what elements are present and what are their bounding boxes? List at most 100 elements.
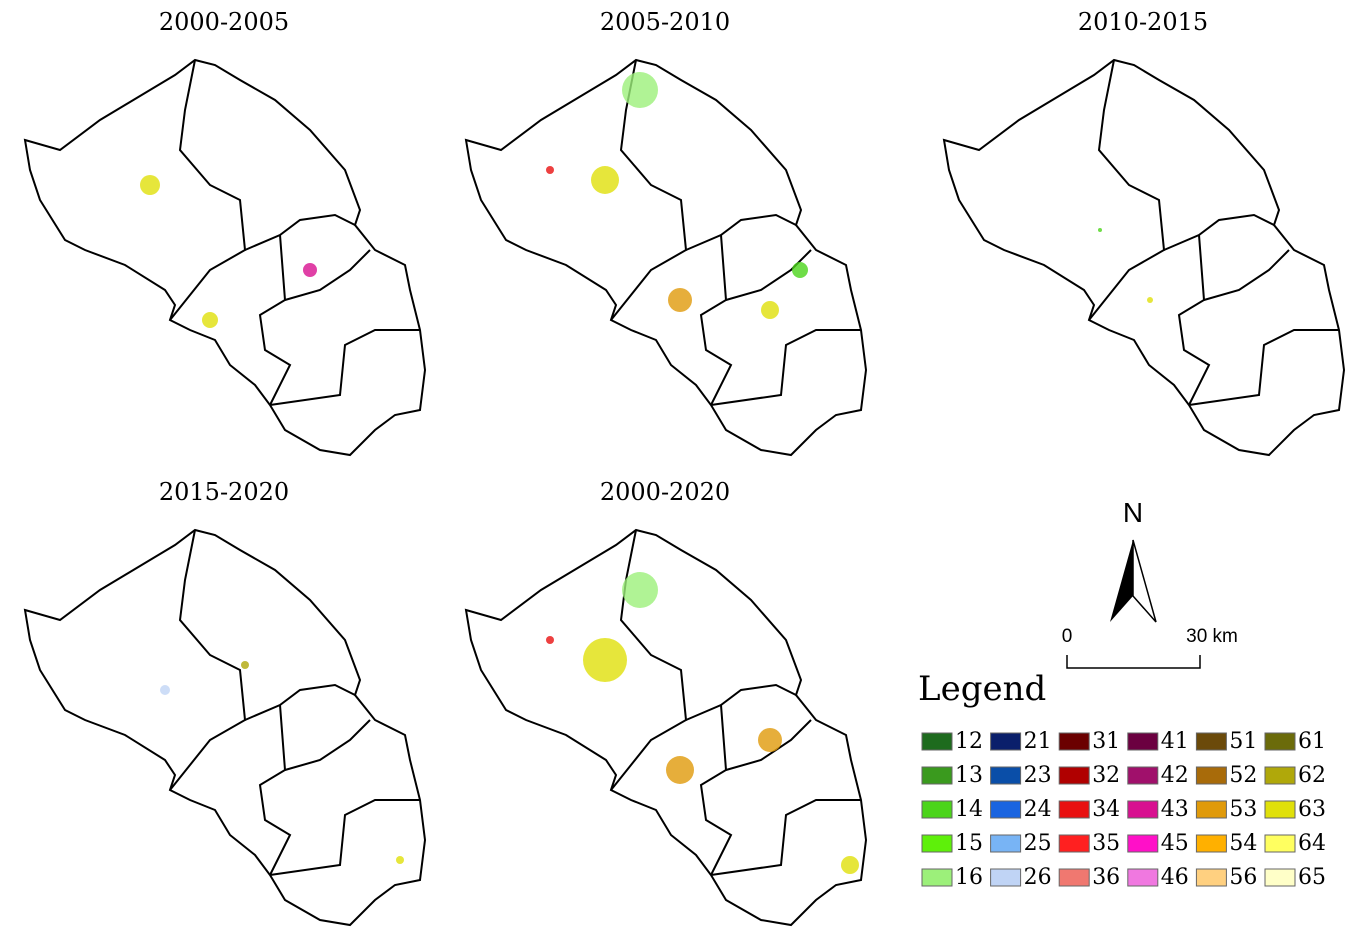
- legend-label: 52: [1229, 763, 1257, 788]
- legend-label: 45: [1161, 831, 1189, 856]
- legend-label: 31: [1092, 729, 1120, 754]
- legend-label: 21: [1024, 729, 1052, 754]
- legend-swatch: [1127, 800, 1159, 819]
- land-change-patch: [396, 856, 404, 864]
- land-change-patch: [622, 72, 658, 108]
- legend-swatch: [1264, 834, 1296, 853]
- legend-swatch: [1058, 800, 1090, 819]
- legend-swatch: [1127, 868, 1159, 887]
- land-change-patch: [622, 572, 658, 608]
- legend-label: 53: [1229, 797, 1257, 822]
- land-change-patch: [666, 756, 694, 784]
- land-change-patch: [591, 166, 619, 194]
- region-map: [465, 59, 867, 456]
- land-change-patch: [583, 638, 627, 682]
- legend-label: 41: [1161, 729, 1189, 754]
- north-arrow: [1110, 540, 1133, 622]
- land-change-patch: [241, 661, 249, 669]
- legend-swatch: [990, 800, 1022, 819]
- legend-label: 61: [1298, 729, 1326, 754]
- land-change-patch: [668, 288, 692, 312]
- legend-swatch: [1127, 766, 1159, 785]
- legend-swatch: [1058, 766, 1090, 785]
- land-change-patch: [140, 175, 160, 195]
- legend-swatch: [1195, 834, 1227, 853]
- legend-swatch: [921, 766, 953, 785]
- north-label: N: [1123, 497, 1143, 528]
- legend-label: 54: [1229, 831, 1257, 856]
- legend-label: 15: [955, 831, 983, 856]
- legend-swatch: [990, 834, 1022, 853]
- legend-swatch: [1264, 766, 1296, 785]
- panel-title: 2000-2020: [600, 478, 730, 506]
- legend-swatch: [990, 766, 1022, 785]
- legend-label: 34: [1092, 797, 1120, 822]
- legend-label: 14: [955, 797, 983, 822]
- legend-label: 62: [1298, 763, 1326, 788]
- legend-swatch: [1195, 868, 1227, 887]
- legend-swatch: [1058, 732, 1090, 751]
- legend-label: 46: [1161, 865, 1189, 890]
- legend-swatch: [921, 732, 953, 751]
- panel-title: 2010-2015: [1078, 8, 1208, 36]
- legend-swatch: [1195, 732, 1227, 751]
- legend: 12 13 14 15 16 21 23 24 25 26 31 32 34 35 36 41 42 43 45 46…: [921, 729, 1326, 890]
- land-change-patch: [546, 636, 554, 644]
- north-arrow: [1132, 539, 1157, 623]
- legend-label: 36: [1092, 865, 1120, 890]
- region-map: [943, 59, 1345, 456]
- land-change-patch: [761, 301, 779, 319]
- region-map: [24, 529, 426, 926]
- maps: 2000-2005 2005-2010 2010-2015 2015-2020 2000…: [24, 8, 1345, 926]
- land-change-patch: [546, 166, 554, 174]
- legend-label: 26: [1024, 865, 1052, 890]
- land-change-patch: [841, 856, 859, 874]
- legend-label: 16: [955, 865, 983, 890]
- legend-swatch: [1264, 732, 1296, 751]
- legend-label: 65: [1298, 865, 1326, 890]
- legend-swatch: [1264, 800, 1296, 819]
- scale-label: 0: [1062, 626, 1073, 647]
- region-map: [24, 59, 426, 456]
- legend-swatch: [1127, 732, 1159, 751]
- legend-swatch: [1127, 834, 1159, 853]
- legend-label: 63: [1298, 797, 1326, 822]
- legend-swatch: [990, 868, 1022, 887]
- legend-label: 25: [1024, 831, 1052, 856]
- legend-title: Legend: [918, 669, 1046, 709]
- legend-label: 35: [1092, 831, 1120, 856]
- region-map: [465, 529, 867, 926]
- legend-label: 64: [1298, 831, 1326, 856]
- scale-label: 30 km: [1186, 626, 1238, 647]
- legend-swatch: [1264, 868, 1296, 887]
- legend-label: 56: [1229, 865, 1257, 890]
- legend-label: 32: [1092, 763, 1120, 788]
- legend-swatch: [921, 834, 953, 853]
- land-change-patch: [1147, 297, 1153, 303]
- land-change-patch: [758, 728, 782, 752]
- legend-swatch: [1058, 868, 1090, 887]
- legend-swatch: [1195, 800, 1227, 819]
- legend-label: 43: [1161, 797, 1189, 822]
- legend-label: 24: [1024, 797, 1052, 822]
- panel-title: 2015-2020: [159, 478, 289, 506]
- legend-swatch: [1195, 766, 1227, 785]
- legend-label: 12: [955, 729, 983, 754]
- legend-label: 13: [955, 763, 983, 788]
- panel-title: 2005-2010: [600, 8, 730, 36]
- panel-title: 2000-2005: [159, 8, 289, 36]
- legend-swatch: [1058, 834, 1090, 853]
- land-change-patch: [1098, 228, 1102, 232]
- land-change-patch: [160, 685, 170, 695]
- legend-swatch: [990, 732, 1022, 751]
- land-change-patch: [303, 263, 317, 277]
- legend-swatch: [921, 800, 953, 819]
- legend-label: 42: [1161, 763, 1189, 788]
- land-change-patch: [202, 312, 218, 328]
- scale-bar: [1066, 655, 1201, 669]
- legend-swatch: [921, 868, 953, 887]
- legend-label: 23: [1024, 763, 1052, 788]
- land-change-patch: [792, 262, 808, 278]
- legend-label: 51: [1229, 729, 1257, 754]
